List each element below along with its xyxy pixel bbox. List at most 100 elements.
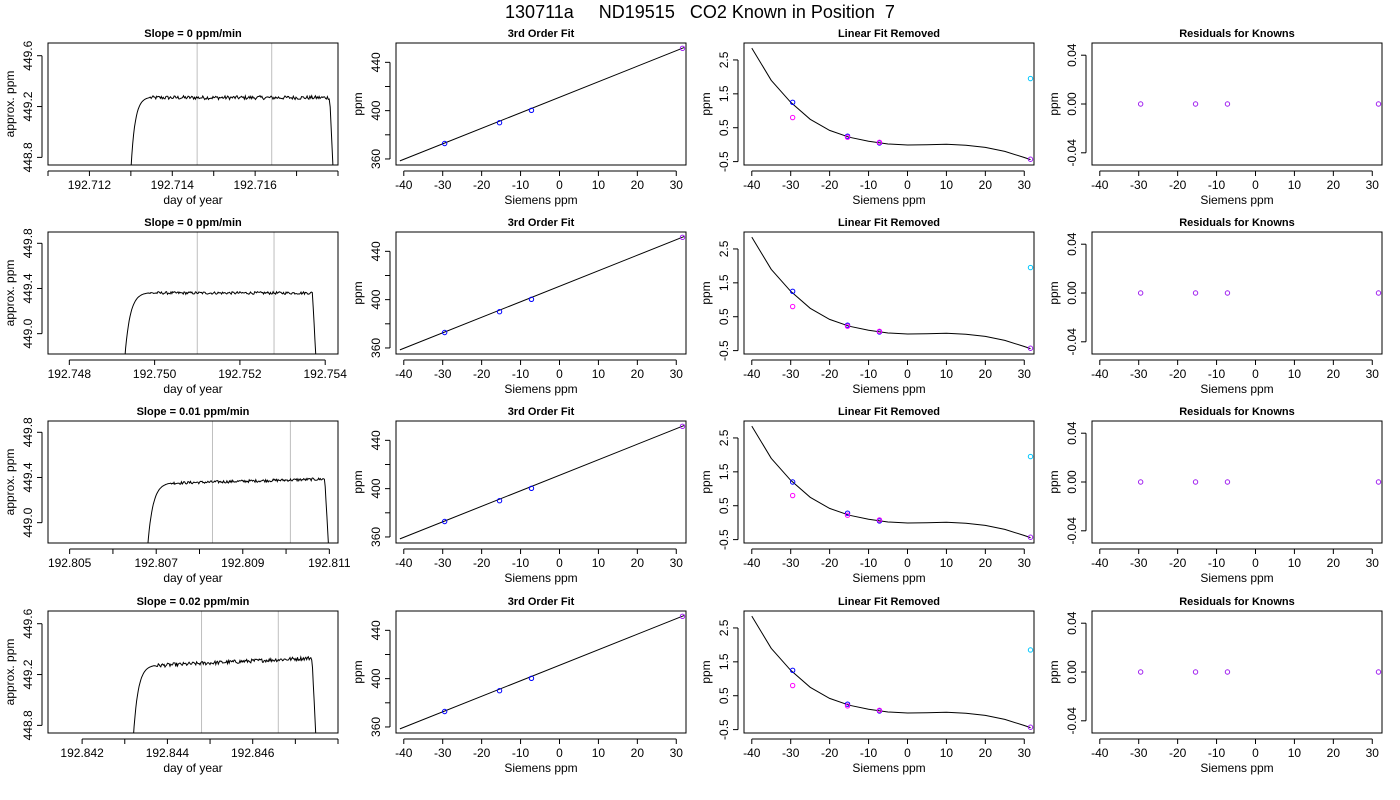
x-axis-label: Siemens ppm bbox=[504, 761, 577, 775]
x-tick-label: 30 bbox=[1018, 367, 1032, 381]
panel-title: Residuals for Knowns bbox=[1179, 406, 1295, 418]
x-tick-label: 192.809 bbox=[221, 556, 265, 570]
x-tick-label: 0 bbox=[556, 746, 563, 760]
panel-r3-c2: 3rd Order Fit -40 -30 -20 -10 0 10 20 30 Siemens … bbox=[351, 406, 687, 585]
data-point bbox=[844, 703, 851, 709]
data-point bbox=[1137, 101, 1144, 107]
x-tick-label: -20 bbox=[473, 178, 491, 192]
panel-r4-c4: Residuals for Knowns -40 -30 -20 -10 0 10 20 30 S… bbox=[1047, 596, 1383, 775]
x-tick-label: -20 bbox=[473, 746, 491, 760]
x-tick-label: -40 bbox=[1091, 746, 1109, 760]
plot-area bbox=[399, 236, 685, 351]
y-tick-label: 360 bbox=[369, 527, 383, 547]
fit-line bbox=[399, 425, 685, 540]
data-point bbox=[1192, 479, 1199, 485]
x-tick-label: -20 bbox=[821, 178, 839, 192]
data-point bbox=[789, 288, 796, 295]
panel-r2-c4: Residuals for Knowns -40 -30 -20 -10 0 10 20 30 S… bbox=[1047, 217, 1383, 396]
x-tick-label: 10 bbox=[940, 178, 954, 192]
panel-title: Slope = 0.02 ppm/min bbox=[137, 596, 250, 608]
data-point bbox=[876, 328, 883, 334]
x-tick-label: 20 bbox=[1327, 556, 1341, 570]
y-axis-label: ppm bbox=[699, 470, 713, 493]
x-tick-label: 0 bbox=[904, 556, 911, 570]
data-point bbox=[1137, 479, 1144, 485]
data-point bbox=[789, 682, 796, 689]
panel-title: 3rd Order Fit bbox=[508, 406, 575, 418]
x-axis-label: Siemens ppm bbox=[1200, 761, 1273, 775]
panel-title: Linear Fit Removed bbox=[838, 28, 940, 40]
plot-area bbox=[133, 611, 317, 733]
x-axis-label: day of year bbox=[163, 761, 222, 775]
x-tick-label: -30 bbox=[782, 746, 800, 760]
x-tick-label: 10 bbox=[1288, 746, 1302, 760]
x-tick-label: 30 bbox=[1366, 556, 1380, 570]
data-point bbox=[1137, 669, 1144, 675]
data-point bbox=[496, 120, 503, 126]
data-point bbox=[1027, 453, 1034, 460]
x-tick-label: -20 bbox=[473, 556, 491, 570]
x-tick-label: -10 bbox=[512, 178, 530, 192]
x-tick-label: 192.846 bbox=[231, 746, 275, 760]
panel-r2-c2: 3rd Order Fit -40 -30 -20 -10 0 10 20 30 Siemens … bbox=[351, 217, 687, 396]
plot-frame bbox=[743, 420, 1035, 544]
figure-title: 130711a ND19515 CO2 Known in Position 7 bbox=[505, 2, 895, 22]
panel-r2-c3: Linear Fit Removed -40 -30 -20 -10 0 10 20 30 Sie… bbox=[699, 217, 1035, 396]
panel-title: 3rd Order Fit bbox=[508, 596, 575, 608]
plot-area bbox=[147, 421, 329, 543]
x-axis-label: day of year bbox=[163, 382, 222, 396]
x-tick-label: 192.754 bbox=[304, 367, 348, 381]
x-tick-label: -10 bbox=[512, 556, 530, 570]
data-point bbox=[789, 479, 796, 485]
data-point bbox=[496, 688, 503, 694]
panel-title: Linear Fit Removed bbox=[838, 596, 940, 608]
x-tick-label: -20 bbox=[821, 746, 839, 760]
x-tick-label: 0 bbox=[1252, 746, 1259, 760]
y-tick-label: 360 bbox=[369, 717, 383, 737]
data-point bbox=[1375, 290, 1382, 296]
x-tick-label: 20 bbox=[631, 367, 645, 381]
y-tick-label: 400 bbox=[369, 668, 383, 688]
x-tick-label: 192.811 bbox=[308, 556, 351, 570]
x-tick-label: -20 bbox=[1169, 178, 1187, 192]
data-point bbox=[496, 498, 503, 504]
data-point bbox=[496, 309, 503, 315]
y-tick-label: 449.6 bbox=[21, 608, 35, 638]
y-axis-label: ppm bbox=[1047, 660, 1061, 683]
y-tick-label: 440 bbox=[369, 430, 383, 450]
data-point bbox=[789, 667, 796, 674]
x-tick-label: 192.712 bbox=[68, 178, 112, 192]
plot-area bbox=[399, 47, 685, 162]
y-axis-label: approx. ppm bbox=[3, 449, 17, 516]
y-tick-label: -0.04 bbox=[1065, 707, 1079, 735]
panel-r1-c2: 3rd Order Fit -40 -30 -20 -10 0 10 20 30 Siemens … bbox=[351, 28, 687, 207]
x-tick-label: -10 bbox=[860, 178, 878, 192]
y-tick-label: 1.5 bbox=[717, 463, 731, 480]
y-tick-label: 1.5 bbox=[717, 85, 731, 102]
data-point bbox=[876, 517, 883, 523]
x-tick-label: -10 bbox=[512, 746, 530, 760]
plot-frame bbox=[395, 420, 687, 544]
x-tick-label: 0 bbox=[556, 178, 563, 192]
x-axis-label: Siemens ppm bbox=[1200, 382, 1273, 396]
data-point bbox=[1224, 669, 1231, 675]
x-tick-label: -20 bbox=[1169, 746, 1187, 760]
x-tick-label: 192.750 bbox=[133, 367, 177, 381]
x-tick-label: 20 bbox=[1327, 367, 1341, 381]
plot-frame bbox=[1091, 231, 1383, 355]
plot-frame bbox=[1091, 420, 1383, 544]
x-tick-label: -30 bbox=[782, 178, 800, 192]
y-tick-label: 449.4 bbox=[21, 273, 35, 303]
concentration-trace bbox=[130, 94, 334, 165]
y-tick-label: 0.04 bbox=[1065, 421, 1079, 445]
x-axis-label: Siemens ppm bbox=[852, 761, 925, 775]
x-tick-label: 192.807 bbox=[135, 556, 179, 570]
y-axis-label: ppm bbox=[1047, 92, 1061, 115]
plot-frame bbox=[1091, 610, 1383, 734]
x-tick-label: 30 bbox=[1018, 746, 1032, 760]
plot-frame bbox=[395, 42, 687, 166]
y-tick-label: -0.5 bbox=[717, 529, 731, 550]
y-tick-label: 0.04 bbox=[1065, 43, 1079, 67]
x-tick-label: -10 bbox=[860, 367, 878, 381]
panel-r4-c1: Slope = 0.02 ppm/min 192.842 192.844 192.84… bbox=[3, 596, 339, 775]
